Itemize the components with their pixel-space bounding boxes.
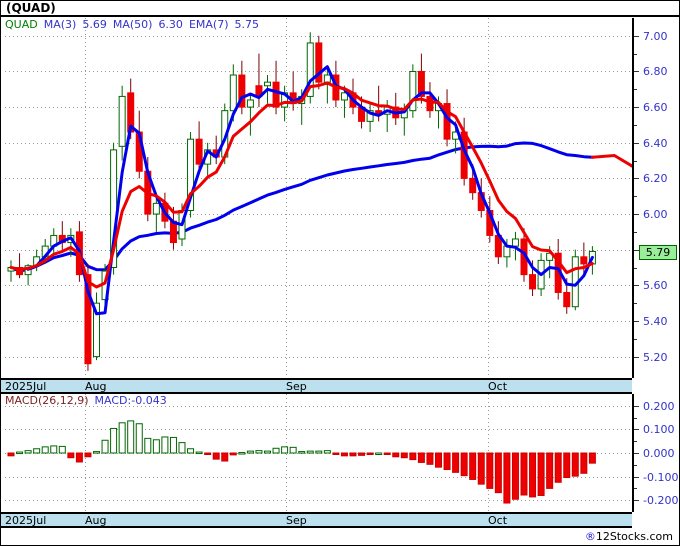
macd-axis-minor-tick [634,465,637,466]
macd-axis-tick [634,500,639,501]
macd-axis-tick [634,406,639,407]
price-axis-label: 5.60 [643,279,668,292]
price-axis-label: 6.40 [643,137,668,150]
price-axis-minor-tick [634,232,637,233]
date-axis-label: Sep [286,514,307,527]
price-axis-line [632,18,634,378]
price-axis-tick [634,107,639,108]
date-axis-label: Oct [488,380,508,393]
copyright-icon: ® [584,530,596,543]
legend-ma50-value: 6.30 [158,18,183,31]
price-legend: QUAD MA(3) 5.69 MA(50) 6.30 EMA(7) 5.75 [5,19,259,31]
date-axis-label: 2025Jul [5,380,47,393]
price-axis-label: 6.00 [643,208,668,221]
date-axis-label: Aug [85,514,107,527]
macd-axis-tick [634,429,639,430]
footer-text: 12Stocks.com [595,530,673,543]
price-chart-panel: QUAD MA(3) 5.69 MA(50) 6.30 EMA(7) 5.75 7.00 6.… [1,18,679,378]
macd-axis-label: -0.100 [643,471,679,484]
legend-ema7-label: EMA(7) [188,18,229,31]
macd-axis-label: 0.100 [643,423,675,436]
macd-axis-tick [634,477,639,478]
price-axis-label: 5.20 [643,351,668,364]
date-axis-top: 2025Jul Aug Sep Oct [1,378,632,394]
title-bar: (QUAD) [1,1,679,17]
macd-indicator-label: MACD(26,12,9) [5,394,89,407]
price-axis-tick [634,178,639,179]
price-axis-minor-tick [634,339,637,340]
macd-legend: MACD(26,12,9) MACD:-0.043 [5,395,167,407]
page-title: (QUAD) [6,1,56,15]
price-axis-tick [634,357,639,358]
price-axis-minor-tick [634,303,637,304]
macd-axis-tick [634,453,639,454]
macd-axis-minor-tick [634,418,637,419]
date-axis-bottom: 2025Jul Aug Sep Oct [1,512,632,528]
macd-axis-minor-tick [634,441,637,442]
price-axis-tick [634,143,639,144]
price-axis-tick [634,285,639,286]
date-axis-label: Sep [286,380,307,393]
date-axis-label: 2025Jul [5,514,47,527]
macd-axis-minor-tick [634,488,637,489]
axis-gutter-filler [632,512,679,528]
macd-axis-label: 0.000 [643,447,675,460]
macd-plot-area[interactable] [5,394,632,512]
price-axis-label: 6.80 [643,65,668,78]
last-price-badge: 5.79 [639,245,677,260]
macd-axis-line [632,394,634,512]
price-axis-label: 7.00 [643,30,668,43]
macd-panel: MACD(26,12,9) MACD:-0.043 0.200 0.100 0.000… [1,394,679,512]
legend-symbol: QUAD [5,18,38,31]
legend-ema7-value: 5.75 [234,18,260,31]
macd-axis-label: -0.200 [643,494,679,507]
price-axis-tick [634,214,639,215]
legend-ma3-value: 5.69 [82,18,107,31]
macd-value-label: MACD:-0.043 [94,394,167,407]
price-axis-label: 6.20 [643,172,668,185]
price-axis-labels: 7.006.806.606.406.206.005.805.605.405.20… [634,18,679,378]
legend-ma50-label: MA(50) [112,18,153,31]
price-plot-area[interactable] [5,18,632,378]
price-axis-label: 6.60 [643,101,668,114]
price-axis-minor-tick [634,89,637,90]
macd-histogram-series [5,394,632,512]
macd-axis-labels: 0.200 0.100 0.000 -0.100 -0.200 [634,394,679,512]
candlestick-series [5,18,632,378]
price-axis-tick [634,250,639,251]
price-axis-minor-tick [634,196,637,197]
price-axis-label: 5.40 [643,315,668,328]
price-axis-minor-tick [634,268,637,269]
price-axis-minor-tick [634,125,637,126]
price-axis-tick [634,321,639,322]
price-axis-tick [634,71,639,72]
price-axis-minor-tick [634,161,637,162]
date-axis-label: Oct [488,514,508,527]
legend-ma3-label: MA(3) [43,18,77,31]
date-axis-label: Aug [85,380,107,393]
footer-copyright: ®12Stocks.com [585,530,673,543]
price-axis-tick [634,36,639,37]
price-axis-minor-tick [634,54,637,55]
macd-axis-label: 0.200 [643,400,675,413]
